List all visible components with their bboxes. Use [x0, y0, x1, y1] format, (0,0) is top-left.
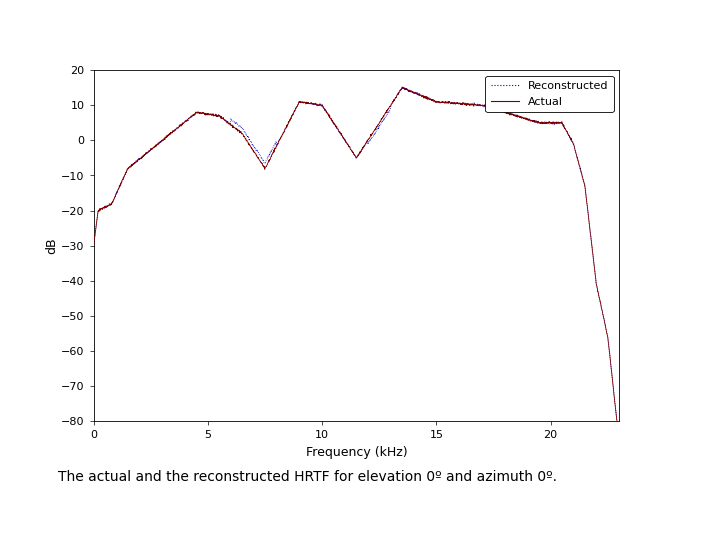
Actual: [331, 122, 340, 129]
Reconstructed: [503, 110, 512, 117]
Actual: [116, 183, 125, 189]
Actual: [615, 440, 624, 446]
Actual: [503, 110, 512, 116]
Reconstructed: [615, 440, 624, 446]
Reconstructed: [89, 243, 98, 249]
Actual: [600, 317, 608, 323]
Reconstructed: [600, 316, 608, 323]
Line: Actual: Actual: [94, 87, 619, 443]
Actual: [345, 144, 354, 150]
Reconstructed: [600, 317, 608, 323]
Text: The actual and the reconstructed HRTF for elevation 0º and azimuth 0º.: The actual and the reconstructed HRTF fo…: [58, 470, 557, 484]
Reconstructed: [331, 122, 340, 128]
Legend: Reconstructed, Actual: Reconstructed, Actual: [485, 76, 613, 112]
X-axis label: Frequency (kHz): Frequency (kHz): [305, 446, 408, 459]
Actual: [89, 241, 98, 248]
Line: Reconstructed: Reconstructed: [94, 87, 619, 443]
Reconstructed: [345, 144, 354, 150]
Actual: [600, 315, 608, 322]
Y-axis label: dB: dB: [45, 238, 58, 254]
Actual: [398, 84, 407, 90]
Reconstructed: [400, 84, 409, 91]
Reconstructed: [116, 181, 125, 188]
